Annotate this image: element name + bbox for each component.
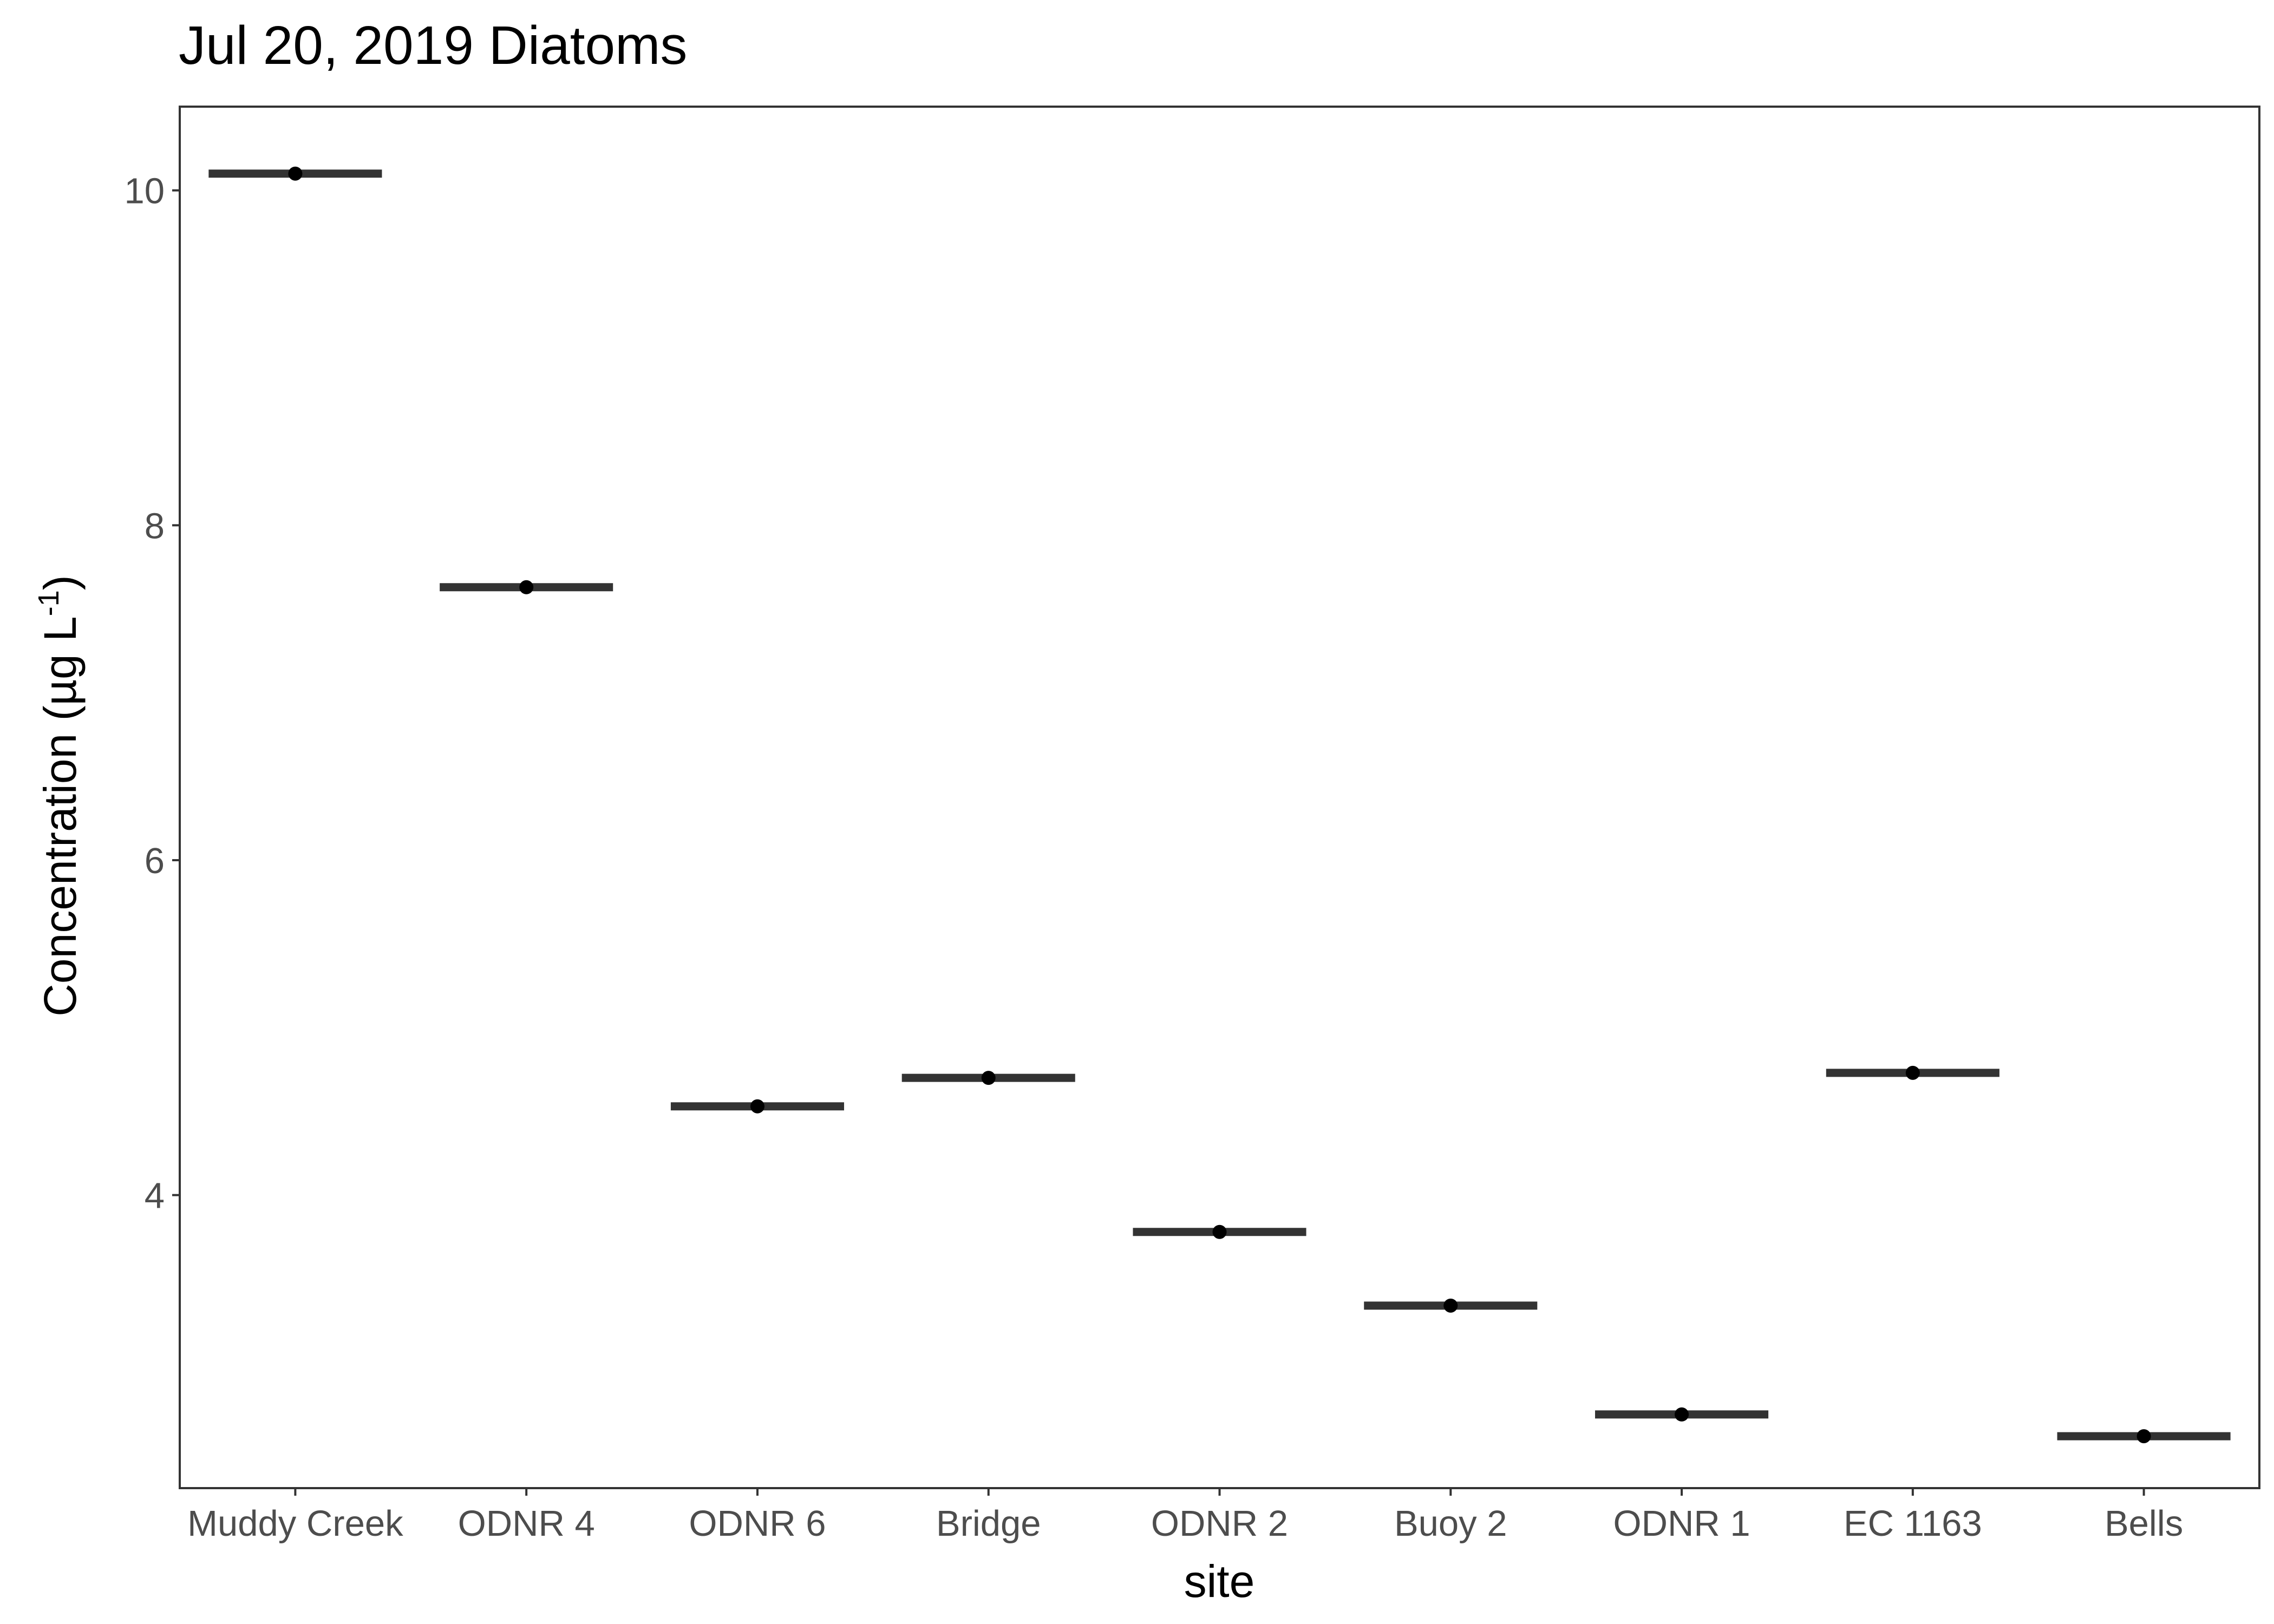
data-point — [1905, 1065, 1920, 1080]
x-tick-label: ODNR 4 — [458, 1503, 595, 1544]
x-axis-title: site — [1184, 1556, 1255, 1607]
data-point — [750, 1099, 764, 1114]
chart-title: Jul 20, 2019 Diatoms — [179, 15, 687, 76]
svg-text:Concentration (µg L-1): Concentration (µg L-1) — [32, 575, 86, 1016]
x-tick-label: Muddy Creek — [187, 1503, 403, 1544]
y-axis-title-superscript: -1 — [32, 590, 65, 616]
y-axis-title: Concentration (µg L-1) — [32, 575, 86, 1016]
x-tick-label: EC 1163 — [1844, 1503, 1982, 1544]
y-axis-title-suffix: ) — [35, 575, 86, 590]
marks — [208, 166, 2231, 1444]
data-point — [2136, 1429, 2151, 1444]
data-point — [981, 1071, 996, 1085]
y-tick-label: 4 — [145, 1176, 165, 1216]
x-tick-label: Bridge — [936, 1503, 1041, 1544]
x-tick-label: Bells — [2105, 1503, 2183, 1544]
x-tick-label: ODNR 2 — [1151, 1503, 1288, 1544]
y-tick-label: 10 — [124, 171, 165, 212]
data-point — [1443, 1298, 1458, 1313]
y-tick-label: 8 — [145, 506, 165, 546]
x-ticks: Muddy Creek ODNR 4 ODNR 6 Bridge ODNR 2 Buoy … — [187, 1488, 2183, 1544]
x-tick-label: Buoy 2 — [1394, 1503, 1507, 1544]
plot-frame — [179, 106, 2260, 1489]
y-ticks: 4 6 8 10 — [124, 171, 180, 1216]
data-point — [288, 166, 303, 181]
x-tick-label: ODNR 6 — [689, 1503, 826, 1544]
data-point — [519, 580, 534, 594]
data-point — [1675, 1407, 1689, 1422]
y-axis-title-text: Concentration (µg L — [35, 616, 86, 1016]
x-tick-label: ODNR 1 — [1613, 1503, 1750, 1544]
data-point — [1212, 1224, 1227, 1239]
y-tick-label: 6 — [145, 841, 165, 881]
